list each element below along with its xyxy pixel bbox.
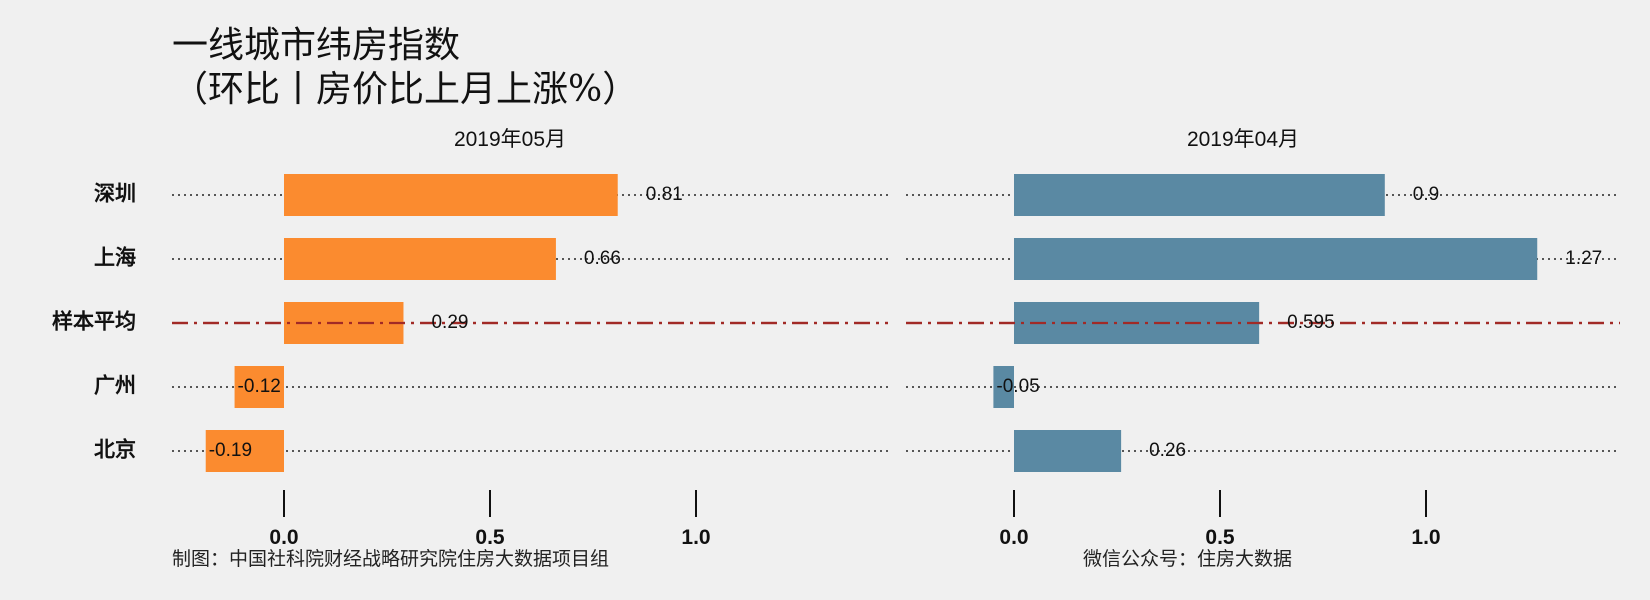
data-label: -0.19 xyxy=(209,440,252,461)
x-tick-label: 0.5 xyxy=(1205,526,1235,549)
bar xyxy=(234,366,284,408)
data-label: 0.9 xyxy=(1413,184,1439,205)
data-label: -0.12 xyxy=(238,376,281,397)
chart-subtitle: （环比丨房价比上月上涨%） xyxy=(172,69,639,110)
credit-text: 制图：中国社科院财经战略研究院住房大数据项目组 xyxy=(172,548,610,570)
bar xyxy=(1014,238,1538,280)
category-label: 上海 xyxy=(94,245,136,270)
bar xyxy=(1014,430,1122,472)
data-label: 0.29 xyxy=(431,312,468,333)
x-tick-label: 1.0 xyxy=(681,526,710,549)
data-label: -0.05 xyxy=(996,376,1039,397)
facet-title: 2019年05月 xyxy=(454,128,566,151)
source-text: 微信公众号：住房大数据 xyxy=(1083,548,1293,570)
category-label: 样本平均 xyxy=(52,309,136,334)
bar xyxy=(284,238,556,280)
bar xyxy=(205,430,284,472)
facet-title: 2019年04月 xyxy=(1187,128,1299,151)
data-label: 0.26 xyxy=(1149,440,1186,461)
x-tick-label: 0.0 xyxy=(999,526,1028,549)
x-tick-label: 1.0 xyxy=(1411,526,1440,549)
x-tick-label: 0.0 xyxy=(269,526,298,549)
data-label: 0.81 xyxy=(646,184,683,205)
category-label: 深圳 xyxy=(94,181,136,206)
bar xyxy=(1014,174,1385,216)
category-label: 广州 xyxy=(94,373,136,398)
bar xyxy=(993,366,1014,408)
data-label: 0.66 xyxy=(584,248,621,269)
chart-title: 一线城市纬房指数 xyxy=(172,25,461,66)
data-label: 1.27 xyxy=(1565,248,1602,269)
category-label: 北京 xyxy=(94,437,136,462)
bar xyxy=(284,174,618,216)
data-label: 0.595 xyxy=(1287,312,1335,333)
x-tick-label: 0.5 xyxy=(475,526,505,549)
